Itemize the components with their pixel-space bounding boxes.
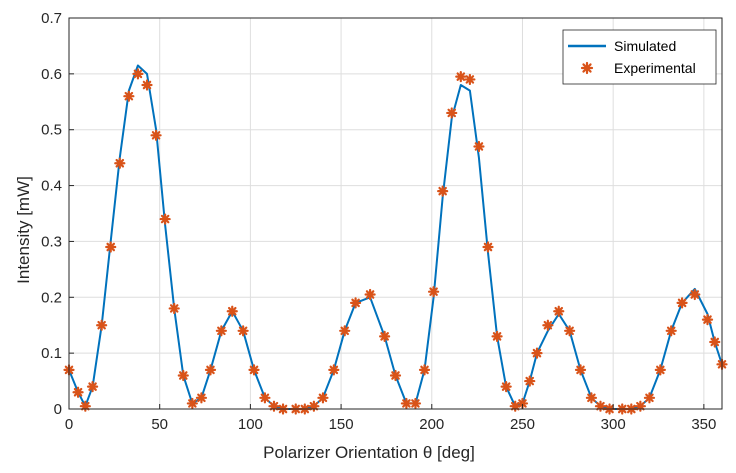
experimental-marker (418, 364, 431, 376)
experimental-marker (86, 381, 99, 393)
experimental-marker (159, 213, 171, 225)
experimental-marker (215, 325, 227, 337)
x-tick-label: 100 (238, 416, 263, 433)
experimental-marker (446, 107, 458, 119)
experimental-marker (643, 392, 656, 404)
experimental-marker (308, 400, 320, 412)
experimental-marker (150, 129, 162, 141)
experimental-marker (676, 297, 688, 309)
experimental-marker (542, 319, 554, 331)
experimental-marker (204, 364, 217, 376)
y-tick-label: 0.1 (41, 345, 62, 362)
legend-box (562, 29, 717, 85)
experimental-marker (317, 392, 329, 404)
legend-asterisk (580, 61, 594, 75)
experimental-marker (437, 185, 449, 197)
experimental-marker (409, 397, 422, 410)
experimental-marker (132, 68, 144, 80)
y-tick-label: 0.6 (41, 66, 62, 83)
experimental-marker (665, 325, 677, 337)
experimental-marker (105, 241, 117, 253)
experimental-marker (141, 79, 153, 91)
experimental-marker (574, 364, 587, 376)
x-tick-label: 300 (601, 416, 626, 433)
experimental-marker (96, 319, 108, 331)
experimental-marker (531, 347, 543, 359)
experimental-marker (349, 297, 362, 309)
experimental-marker (473, 140, 485, 153)
experimental-marker (226, 305, 238, 317)
experimental-marker (237, 325, 249, 337)
y-tick-label: 0.4 (41, 178, 62, 195)
x-tick-label: 200 (419, 416, 444, 433)
experimental-marker (482, 241, 494, 253)
axis-ticks: 0 50 100 150 200 250 300 350 0 0.1 0.2 0.3 0.4 0.5 0.6… (41, 10, 716, 433)
legend-simulated-label: Simulated (614, 38, 676, 54)
experimental-marker (379, 330, 391, 342)
x-tick-label: 0 (65, 416, 73, 433)
x-tick-label: 150 (329, 416, 354, 433)
y-tick-label: 0 (54, 401, 62, 418)
experimental-marker (177, 369, 189, 382)
x-axis-label: Polarizer Orientation θ [deg] (263, 443, 475, 462)
experimental-marker (585, 392, 598, 404)
experimental-marker (524, 375, 536, 387)
experimental-marker (701, 314, 714, 326)
experimental-marker (427, 286, 440, 298)
experimental-marker (491, 330, 503, 342)
experimental-marker (400, 397, 412, 410)
legend-experimental-label: Experimental (614, 60, 696, 76)
experimental-marker (248, 364, 260, 376)
experimental-marker (553, 305, 565, 317)
y-tick-label: 0.2 (41, 289, 62, 306)
experimental-marker (689, 288, 701, 301)
x-tick-label: 250 (510, 416, 535, 433)
experimental-marker (328, 364, 340, 376)
experimental-marker (654, 364, 666, 376)
y-axis-label: Intensity [mW] (14, 176, 33, 284)
x-tick-label: 50 (151, 416, 168, 433)
experimental-marker (168, 302, 180, 315)
y-tick-label: 0.5 (41, 122, 62, 139)
experimental-marker (114, 157, 126, 169)
axes-box (68, 17, 723, 410)
experimental-marker (455, 71, 467, 83)
y-tick-label: 0.3 (41, 233, 62, 250)
experimental-marker (259, 392, 271, 404)
experimental-marker (339, 325, 351, 337)
experimental-marker (594, 400, 607, 412)
experimental-marker (500, 381, 512, 393)
experimental-marker (389, 369, 402, 382)
experimental-marker (564, 325, 576, 337)
legend: Simulated Experimental (562, 29, 717, 85)
experimental-marker (186, 397, 198, 410)
legend-experimental-swatch (580, 61, 594, 75)
experimental-marker (709, 336, 721, 348)
experimental-marker (72, 386, 84, 398)
experimental-marker (195, 392, 208, 404)
experimental-marker (464, 73, 476, 86)
experimental-marker (364, 288, 376, 301)
y-tick-label: 0.7 (41, 10, 62, 27)
x-tick-label: 350 (691, 416, 716, 433)
experimental-marker (123, 90, 135, 102)
